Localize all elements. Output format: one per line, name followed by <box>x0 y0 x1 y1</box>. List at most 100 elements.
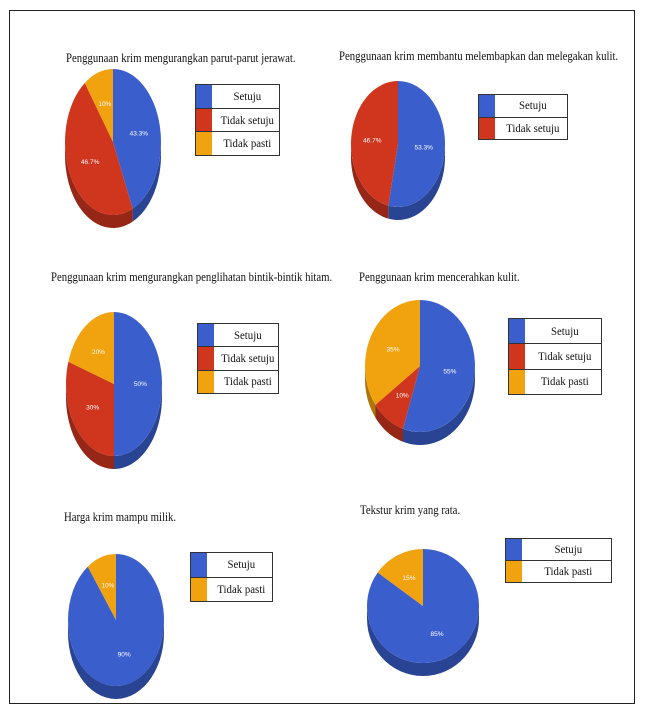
chart-title: Tekstur krim yang rata. <box>360 503 461 517</box>
pie-slice-tidak-pasti <box>68 312 114 384</box>
legend-swatch <box>191 553 207 577</box>
legend-swatch <box>191 577 207 601</box>
pie-slice-side-setuju <box>114 384 162 469</box>
pie-value-label: 53.3% <box>414 145 433 152</box>
pie-slice-side-setuju <box>388 144 445 220</box>
chart-legend: Setuju Tidak pasti <box>190 552 273 602</box>
pie-value-label: 55% <box>443 369 456 376</box>
pie-value-label: 90% <box>118 652 131 659</box>
legend-item-setuju: Setuju <box>191 553 272 577</box>
pie-slice-tidak-pasti <box>87 554 116 620</box>
legend-label: Setuju <box>233 88 262 103</box>
pie-value-label: 10% <box>98 101 111 108</box>
pie-slice-tidak-setuju <box>375 366 420 429</box>
legend-label: Tidak pasti <box>217 581 266 596</box>
legend-label: Tidak setuju <box>538 348 592 363</box>
legend-item-tidak-pasti: Tidak pasti <box>191 576 272 601</box>
legend-swatch <box>196 85 212 108</box>
legend-item-tidak-pasti: Tidak pasti <box>509 368 601 394</box>
legend-swatch <box>198 370 214 393</box>
pie-chart: 55% 10% 35% <box>364 300 475 445</box>
legend-label: Setuju <box>233 327 262 342</box>
legend-item-tidak-setuju: Tidak setuju <box>479 116 567 139</box>
legend-swatch <box>509 319 525 344</box>
pie-value-label: 10% <box>101 582 114 589</box>
pie-slice-tidak-setuju <box>66 361 114 456</box>
legend-item-tidak-pasti: Tidak pasti <box>198 369 278 393</box>
legend-swatch <box>506 561 522 582</box>
pie-value-label: 43.3% <box>130 131 149 138</box>
chart-legend: Setuju Tidak setuju Tidak pasti <box>195 84 280 156</box>
pie-value-label: 35% <box>387 347 400 354</box>
legend-swatch <box>479 95 495 117</box>
legend-item-tidak-setuju: Tidak setuju <box>198 346 278 370</box>
legend-item-tidak-pasti: Tidak pasti <box>506 560 611 582</box>
legend-item-setuju: Setuju <box>479 95 567 117</box>
pie-slice-setuju <box>388 81 445 207</box>
pie-slice-setuju <box>113 69 162 209</box>
chart-legend: Setuju Tidak setuju Tidak pasti <box>508 318 602 395</box>
chart-legend: Setuju Tidak pasti <box>505 538 612 583</box>
pie-slice-tidak-pasti <box>84 69 113 142</box>
pie-slice-tidak-setuju <box>64 82 133 216</box>
legend-swatch <box>198 324 214 347</box>
pie-slice-side-setuju <box>367 606 479 676</box>
pie-slice-tidak-pasti <box>364 300 420 405</box>
legend-item-tidak-setuju: Tidak setuju <box>509 343 601 369</box>
legend-item-setuju: Setuju <box>196 85 279 108</box>
pie-value-label: 10% <box>396 392 409 399</box>
pie-value-label: 46.7% <box>81 159 100 166</box>
legend-swatch <box>198 347 214 370</box>
legend-label: Tidak setuju <box>220 112 274 127</box>
pie-slice-side-tidak-setuju <box>375 404 403 442</box>
pie-slice-side-setuju <box>403 366 475 445</box>
pie-slice-tidak-pasti <box>377 549 423 606</box>
legend-label: Setuju <box>550 323 579 338</box>
legend-swatch <box>479 117 495 139</box>
legend-label: Setuju <box>518 98 547 113</box>
legend-item-tidak-pasti: Tidak pasti <box>196 131 279 156</box>
pie-slice-side-setuju <box>68 620 164 699</box>
chart-legend: Setuju Tidak setuju <box>478 94 568 140</box>
pie-chart: 90% 10% <box>67 554 164 699</box>
pie-value-label: 50% <box>134 381 147 388</box>
chart-title: Penggunaan krim membantu melembapkan dan… <box>339 49 619 63</box>
legend-item-setuju: Setuju <box>509 319 601 344</box>
pie-slice-setuju <box>367 549 480 663</box>
legend-label: Tidak setuju <box>221 350 275 365</box>
legend-swatch <box>509 344 525 369</box>
pie-slice-side-setuju <box>132 142 161 222</box>
pie-value-label: 30% <box>86 404 99 411</box>
legend-label: Tidak pasti <box>223 374 272 389</box>
legend-item-setuju: Setuju <box>198 324 278 347</box>
pie-chart: 53.3% 46.7% <box>350 81 445 220</box>
pie-slice-setuju <box>114 312 162 456</box>
pie-value-label: 85% <box>430 631 443 638</box>
legend-label: Tidak pasti <box>540 374 589 389</box>
pie-value-label: 46.7% <box>363 137 382 144</box>
legend-label: Setuju <box>227 557 256 572</box>
pie-slice-side-tidak-setuju <box>65 142 133 228</box>
chart-title: Harga krim mampu milik. <box>64 510 177 524</box>
chart-title: Penggunaan krim mencerahkan kulit. <box>359 270 520 284</box>
pie-chart: 85% 15% <box>367 549 480 676</box>
chart-title: Penggunaan krim mengurangkan parut-parut… <box>66 51 296 65</box>
legend-label: Tidak pasti <box>544 564 593 578</box>
legend-swatch <box>196 132 212 156</box>
legend-swatch <box>196 108 212 132</box>
legend-item-setuju: Setuju <box>506 539 611 560</box>
legend-item-tidak-setuju: Tidak setuju <box>196 107 279 132</box>
pie-value-label: 15% <box>403 575 416 582</box>
pie-value-label: 20% <box>92 349 105 356</box>
pie-slice-setuju <box>403 300 475 432</box>
pie-chart: 43.3% 46.7% 10% <box>64 69 162 228</box>
legend-swatch <box>506 539 522 560</box>
pie-slice-side-tidak-setuju <box>66 384 114 469</box>
legend-label: Tidak setuju <box>506 120 560 135</box>
pie-chart: 50% 30% 20% <box>66 312 162 469</box>
pie-slice-tidak-setuju <box>350 81 398 206</box>
chart-legend: Setuju Tidak setuju Tidak pasti <box>197 323 279 394</box>
chart-title: Penggunaan krim mengurangkan penglihatan… <box>51 270 333 284</box>
legend-label: Setuju <box>554 542 583 556</box>
pie-slice-side-tidak-setuju <box>351 144 389 219</box>
